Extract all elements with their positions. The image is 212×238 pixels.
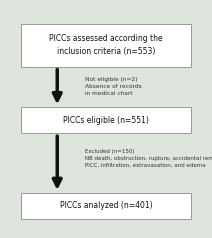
Text: Excluded (n=150)
NB death, obstruction, rupture, accidental removal of
PICC, inf: Excluded (n=150) NB death, obstruction, … (85, 149, 212, 168)
Bar (21, 107, 191, 133)
Text: PICCs eligible (n=551): PICCs eligible (n=551) (63, 116, 149, 125)
Bar (21, 24, 191, 67)
Bar (21, 193, 191, 219)
Text: PICCs analyzed (n=401): PICCs analyzed (n=401) (60, 201, 152, 210)
Text: Not eligible (n=2)
Absence of records
in medical chart: Not eligible (n=2) Absence of records in… (85, 77, 142, 96)
Text: PICCs assessed according the
inclusion criteria (n=553): PICCs assessed according the inclusion c… (49, 35, 163, 56)
